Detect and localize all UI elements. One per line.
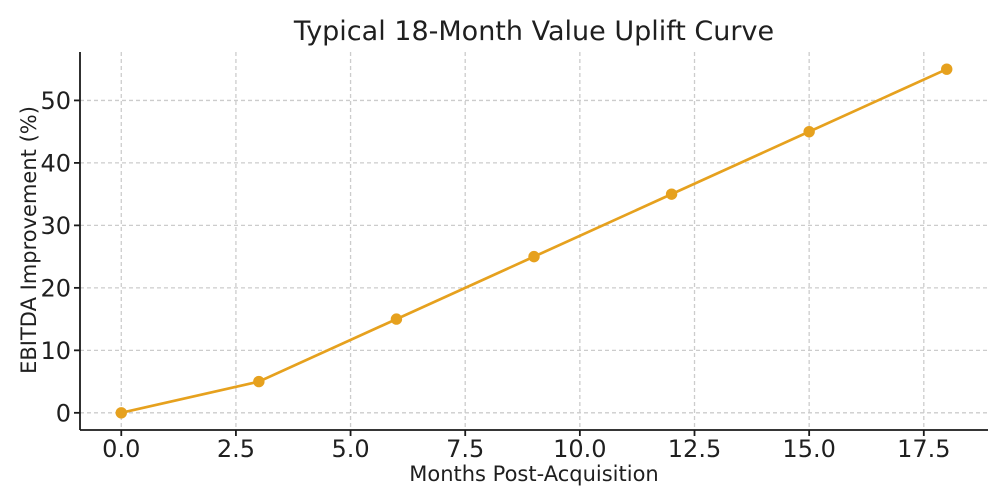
x-tick-label: 7.5	[446, 435, 484, 463]
x-tick-label: 5.0	[331, 435, 369, 463]
data-point-marker	[528, 250, 540, 263]
y-tick-label: 30	[40, 212, 71, 240]
data-point-marker	[665, 188, 678, 200]
data-point-marker	[115, 407, 127, 419]
data-point-marker	[253, 375, 265, 388]
x-tick-label: 2.5	[217, 435, 255, 463]
axis-layer: 0.0 2.5 5.0 7.5 10.0 12.5 15.0 17.5 0 10 20 30 40 50	[40, 52, 988, 463]
grid-layer	[80, 52, 988, 430]
x-tick-label: 17.5	[897, 435, 950, 463]
x-tick-label: 10.0	[553, 435, 606, 463]
y-tick-label: 20	[40, 274, 71, 302]
x-tick-label: 0.0	[102, 435, 140, 463]
data-point-marker	[803, 125, 815, 138]
uplift-curve-line	[119, 67, 949, 415]
x-tick-label: 12.5	[668, 435, 721, 463]
x-tick-label: 15.0	[782, 435, 835, 463]
y-tick-label: 40	[40, 149, 71, 177]
data-point-marker	[941, 63, 953, 75]
y-tick-label: 10	[40, 337, 71, 365]
data-point-marker	[390, 313, 403, 325]
y-axis-label: EBITDA Improvement (%)	[17, 106, 41, 374]
data-series-layer	[115, 63, 953, 419]
x-axis-label: Months Post-Acquisition	[409, 462, 659, 486]
y-tick-label: 50	[40, 87, 71, 115]
chart-title: Typical 18-Month Value Uplift Curve	[293, 16, 774, 47]
y-tick-label: 0	[56, 399, 71, 427]
